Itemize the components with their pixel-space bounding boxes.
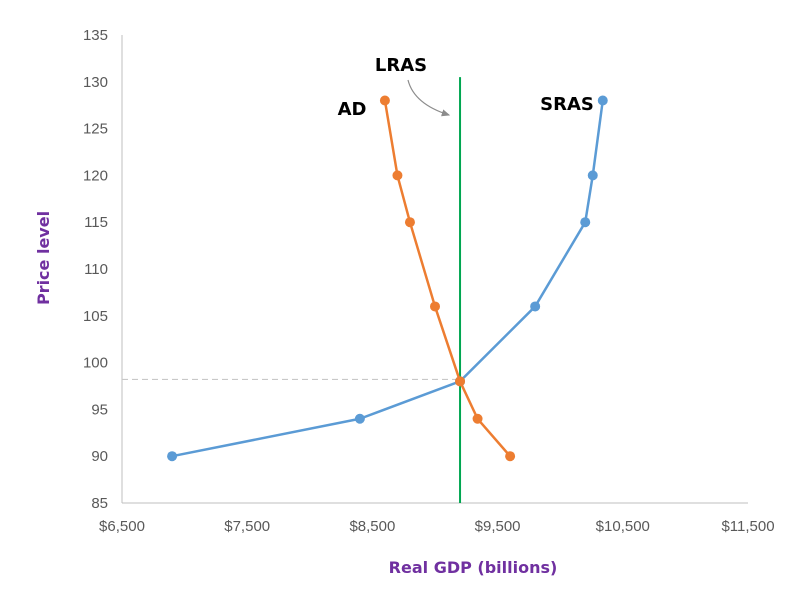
ad-point — [392, 170, 403, 181]
ad-point — [505, 451, 516, 462]
y-tick-label: 95 — [91, 401, 108, 418]
sras-point — [587, 170, 598, 181]
sras-point — [167, 451, 178, 462]
x-tick-label: $9,500 — [475, 518, 521, 535]
sras-point — [580, 217, 591, 228]
equilibrium-guides — [122, 378, 461, 503]
series-group — [167, 95, 608, 462]
x-tick-label: $10,500 — [596, 518, 650, 535]
ad-point — [472, 413, 483, 424]
y-tick-label: 110 — [84, 261, 108, 278]
x-tick-label: $8,500 — [349, 518, 395, 535]
lras-callout-arrow — [407, 79, 451, 117]
y-tick-label: 135 — [83, 27, 108, 44]
x-axis-title: Real GDP (billions) — [389, 558, 558, 577]
sras-label: SRAS — [540, 94, 594, 115]
x-tick-label: $7,500 — [224, 518, 270, 535]
ad-point — [404, 217, 415, 228]
y-tick-label: 90 — [91, 448, 108, 465]
tick-labels: 85 90 95 100 105 110 115 120 125 130 135 $6,500 $7,5… — [83, 27, 775, 535]
y-tick-label: 125 — [83, 121, 108, 138]
y-axis-title: Price level — [34, 211, 53, 305]
y-tick-label: 105 — [83, 308, 108, 325]
sras-line — [171, 100, 605, 458]
axes — [121, 35, 748, 504]
y-tick-label: 120 — [83, 167, 108, 184]
y-tick-label: 130 — [83, 74, 108, 91]
sras-point — [354, 413, 365, 424]
lras-label: LRAS — [375, 55, 427, 76]
x-tick-label: $11,500 — [721, 518, 774, 535]
sras-point — [597, 95, 608, 106]
ad-point — [379, 95, 390, 106]
y-tick-label: 85 — [91, 495, 108, 512]
ad-point — [455, 376, 466, 387]
ad-label: AD — [338, 99, 367, 120]
y-tick-label: 115 — [84, 214, 108, 231]
y-tick-label: 100 — [83, 355, 108, 372]
ad-point — [430, 301, 440, 312]
x-tick-label: $6,500 — [99, 518, 145, 535]
sras-point — [530, 301, 541, 312]
